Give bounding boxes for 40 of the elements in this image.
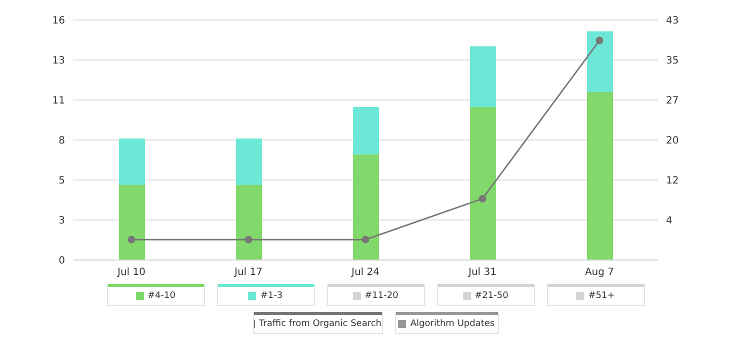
legend-label: Traffic from Organic Search (259, 319, 382, 329)
y2-tick-label: 12 (666, 176, 679, 187)
bar (353, 107, 379, 154)
y2-tick-label: 43 (666, 16, 679, 27)
x-tick-label: Jul 31 (468, 267, 496, 278)
legend-label: #51+ (588, 291, 615, 301)
point (596, 36, 604, 44)
y2-tick-label: 35 (666, 56, 679, 67)
legend-label: Algorithm Updates (410, 319, 495, 329)
legend-label: #4-10 (148, 291, 176, 301)
point (362, 236, 370, 244)
bar (470, 107, 496, 260)
y2-tick-label: 20 (666, 136, 679, 147)
bar (236, 185, 262, 260)
x-tick-label: Jul 24 (350, 267, 380, 278)
bar (353, 154, 379, 260)
point (478, 194, 486, 202)
legend-label: #11-20 (364, 291, 398, 301)
legend-label: #1-3 (260, 291, 283, 301)
y-tick-label: 8 (58, 136, 65, 147)
x-tick-label: Aug 7 (584, 267, 614, 278)
bar (587, 31, 613, 92)
bar (119, 138, 145, 185)
point (128, 236, 136, 244)
bar (119, 185, 145, 260)
y-tick-label: 0 (58, 256, 65, 267)
bar (470, 46, 496, 107)
legend-label: #21-50 (474, 291, 508, 301)
x-tick-label: Jul 10 (116, 267, 146, 278)
y-tick-label: 13 (52, 56, 65, 67)
y-tick-label: 3 (58, 216, 65, 226)
y2-tick-label: 27 (666, 96, 679, 107)
y2-tick-label: 4 (666, 216, 672, 227)
point (244, 236, 252, 244)
x-tick-label: Jul 17 (234, 267, 262, 278)
bar (587, 92, 613, 260)
y-tick-label: 11 (52, 96, 65, 106)
y-tick-label: 5 (58, 176, 65, 187)
y-tick-label: 16 (52, 16, 65, 27)
bar (236, 138, 262, 185)
